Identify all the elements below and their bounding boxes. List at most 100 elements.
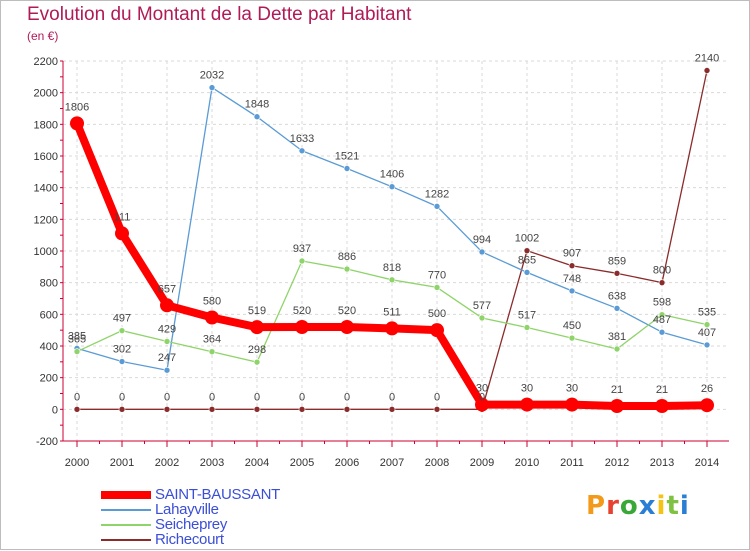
data-point-seicheprey: [523, 324, 531, 331]
data-label: 30: [566, 383, 578, 395]
data-label: 994: [473, 234, 491, 246]
data-point-lahayville: [523, 269, 531, 276]
data-point-seicheprey: [388, 276, 396, 284]
data-point-saint-baussant: [160, 298, 174, 313]
data-point-richecourt: [208, 406, 216, 413]
data-label: 487: [653, 314, 671, 326]
data-point-richecourt: [253, 406, 261, 413]
data-label: 748: [563, 273, 581, 285]
x-tick-label: 2003: [200, 457, 224, 469]
legend-item-saint-baussant: SAINT-BAUSSANT: [101, 487, 280, 502]
data-point-seicheprey: [478, 314, 486, 322]
data-point-lahayville: [478, 248, 486, 256]
data-label: 907: [563, 248, 581, 260]
x-tick-label: 2010: [515, 457, 539, 469]
data-label: 859: [608, 255, 626, 267]
data-point-saint-baussant: [520, 397, 534, 412]
data-label: 937: [293, 243, 311, 255]
data-point-saint-baussant: [700, 398, 714, 413]
x-tick-label: 2006: [335, 457, 359, 469]
data-point-richecourt: [388, 406, 396, 413]
x-tick-label: 2002: [155, 457, 179, 469]
data-point-seicheprey: [208, 348, 216, 356]
data-label: 247: [158, 352, 176, 364]
data-point-richecourt: [658, 279, 666, 286]
data-label: 1806: [65, 101, 89, 113]
data-label: 638: [608, 290, 626, 302]
y-tick-label: 1200: [34, 214, 58, 226]
x-tick-label: 2013: [650, 457, 674, 469]
data-label: 407: [698, 327, 716, 339]
legend-item-richecourt: Richecourt: [101, 532, 280, 547]
data-label: 385: [68, 330, 86, 342]
data-point-saint-baussant: [295, 320, 309, 334]
data-point-saint-baussant: [565, 397, 579, 412]
data-point-seicheprey: [298, 257, 306, 265]
data-label: 30: [521, 383, 533, 395]
data-point-lahayville: [658, 328, 666, 336]
data-point-richecourt: [523, 247, 531, 254]
data-label: 577: [473, 300, 491, 312]
data-label: 0: [344, 391, 350, 403]
x-tick-label: 2007: [380, 457, 404, 469]
data-point-lahayville: [568, 287, 576, 295]
data-point-saint-baussant: [610, 399, 624, 414]
x-tick-label: 2000: [65, 457, 89, 469]
data-label: 381: [608, 331, 626, 343]
data-point-seicheprey: [703, 321, 711, 328]
data-point-saint-baussant: [250, 320, 264, 335]
legend-swatch: [101, 523, 151, 526]
data-point-seicheprey: [118, 327, 126, 334]
data-point-richecourt: [73, 406, 81, 413]
data-point-saint-baussant: [70, 116, 84, 131]
data-label: 1002: [515, 233, 539, 245]
data-label: 520: [338, 305, 356, 317]
data-label: 30: [476, 383, 488, 395]
data-label: 497: [113, 313, 131, 325]
data-label: 364: [203, 334, 221, 346]
proxiti-logo: Proxiti: [586, 491, 690, 521]
legend-label: Seicheprey: [155, 516, 228, 533]
data-label: 1521: [335, 151, 359, 163]
data-point-seicheprey: [433, 284, 441, 291]
data-point-richecourt: [298, 406, 306, 413]
data-label: 770: [428, 269, 446, 281]
y-tick-label: 0: [52, 404, 58, 416]
data-label: 0: [434, 391, 440, 403]
legend-item-seicheprey: Seicheprey: [101, 517, 280, 532]
data-label: 517: [518, 309, 536, 321]
data-label: 365: [68, 334, 86, 346]
data-point-lahayville: [388, 183, 396, 191]
legend-swatch: [101, 490, 151, 499]
data-label: 0: [389, 391, 395, 403]
legend-swatch: [101, 538, 151, 541]
data-point-seicheprey: [163, 338, 171, 345]
y-tick-label: 2200: [34, 56, 58, 68]
data-label: 26: [701, 383, 713, 395]
data-point-seicheprey: [343, 265, 351, 273]
data-label: 1282: [425, 188, 449, 200]
data-label: 520: [293, 305, 311, 317]
data-label: 818: [383, 262, 401, 274]
data-label: 865: [518, 254, 536, 266]
legend-swatch: [101, 508, 151, 511]
grid-layer: [63, 60, 729, 442]
data-label: 0: [74, 391, 80, 403]
data-point-saint-baussant: [340, 320, 354, 334]
chart-title: Evolution du Montant de la Dette par Hab…: [27, 4, 412, 25]
data-point-lahayville: [253, 113, 261, 121]
data-point-richecourt: [433, 406, 441, 413]
y-tick-label: 1800: [34, 119, 58, 131]
data-label: 302: [113, 344, 131, 356]
data-point-richecourt: [343, 406, 351, 413]
y-tick-label: 1400: [34, 183, 58, 195]
series-layer: [70, 67, 714, 414]
data-point-saint-baussant: [655, 399, 669, 414]
x-tick-label: 2008: [425, 457, 449, 469]
data-point-seicheprey: [568, 334, 576, 342]
data-point-saint-baussant: [205, 310, 219, 325]
data-point-lahayville: [118, 358, 126, 365]
data-label-layer: 1806 111 657 580 519 520 520 511 500 30 30 30 21 21 26…: [65, 53, 719, 404]
data-label: 580: [203, 296, 221, 308]
